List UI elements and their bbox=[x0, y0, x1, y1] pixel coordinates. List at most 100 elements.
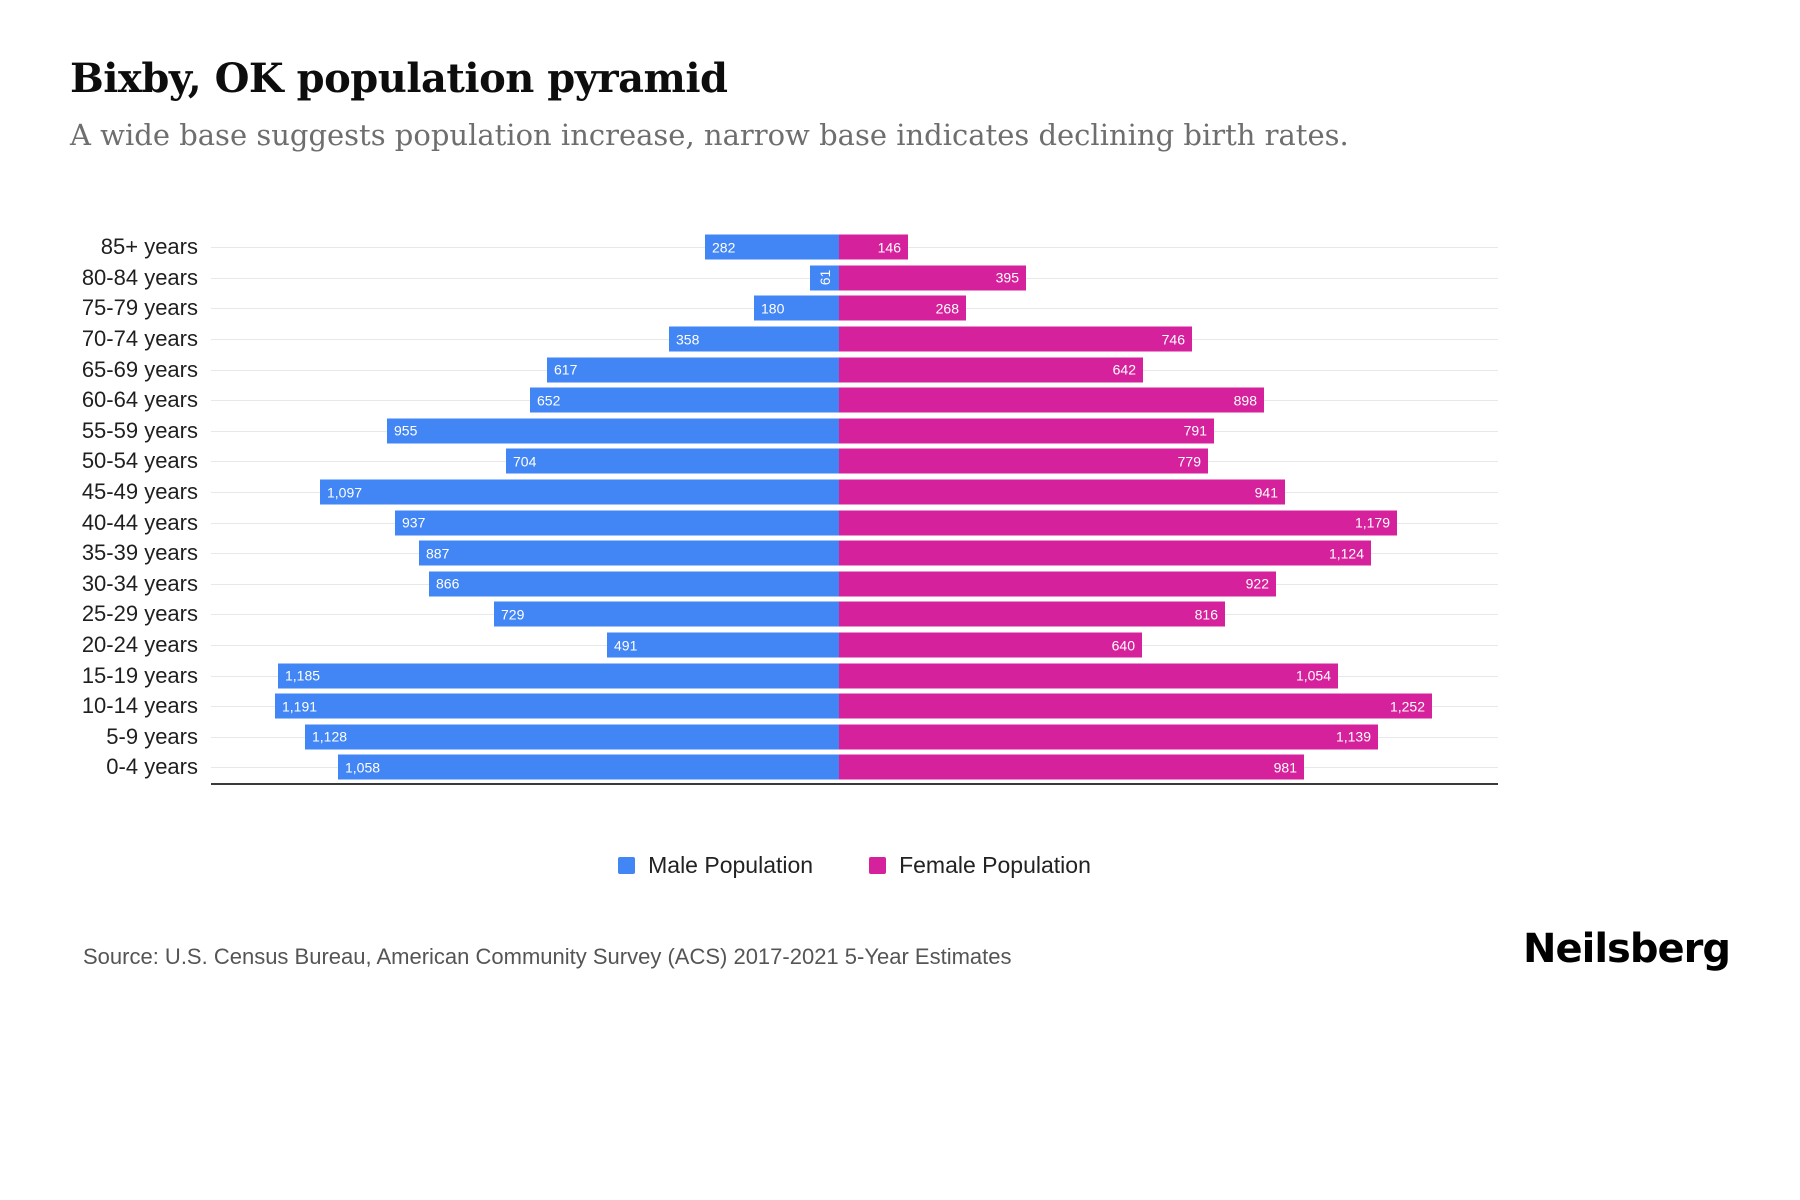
male-bar-value-label: 1,058 bbox=[345, 759, 381, 776]
row-plot-area: 180 268 bbox=[211, 293, 1498, 324]
male-bar-value-label: 652 bbox=[537, 392, 561, 409]
male-bar: 652 bbox=[530, 387, 839, 413]
female-bar-area: 746 bbox=[839, 324, 1498, 355]
male-bar-area: 866 bbox=[211, 569, 839, 600]
pyramid-row: 60-64 years 652 898 bbox=[70, 385, 1498, 416]
row-plot-area: 704 779 bbox=[211, 446, 1498, 477]
male-bar-value-label: 866 bbox=[436, 575, 460, 592]
population-pyramid-chart: 85+ years 282 146 80-84 years 61 395 75-79 yea… bbox=[70, 232, 1498, 785]
age-axis-label: 10-14 years bbox=[81, 693, 198, 719]
male-bar-value-label: 937 bbox=[402, 514, 426, 531]
pyramid-row: 55-59 years 955 791 bbox=[70, 416, 1498, 447]
male-bar: 1,128 bbox=[305, 724, 839, 750]
female-bar-value-label: 898 bbox=[1233, 392, 1257, 409]
female-legend-swatch-icon bbox=[869, 857, 887, 874]
male-bar-value-label: 1,097 bbox=[327, 484, 363, 501]
male-bar: 1,058 bbox=[338, 754, 839, 780]
female-bar-area: 898 bbox=[839, 385, 1498, 416]
age-axis-label: 20-24 years bbox=[81, 632, 198, 658]
male-bar-value-label: 887 bbox=[426, 545, 450, 562]
male-bar-area: 652 bbox=[211, 385, 839, 416]
female-bar: 1,252 bbox=[839, 693, 1432, 719]
page-title: Bixby, OK population pyramid bbox=[70, 55, 728, 102]
age-axis-label: 25-29 years bbox=[81, 601, 198, 627]
male-bar-value-label: 180 bbox=[761, 300, 785, 317]
female-bar-area: 395 bbox=[839, 263, 1498, 294]
pyramid-row: 80-84 years 61 395 bbox=[70, 263, 1498, 294]
male-bar-value-label: 61 bbox=[816, 270, 833, 286]
female-bar: 981 bbox=[839, 754, 1304, 780]
female-legend-label: Female Population bbox=[899, 852, 1091, 878]
female-bar: 898 bbox=[839, 387, 1264, 413]
male-bar-value-label: 617 bbox=[554, 361, 578, 378]
male-bar-area: 1,128 bbox=[211, 722, 839, 753]
pyramid-row: 35-39 years 887 1,124 bbox=[70, 538, 1498, 569]
pyramid-rows: 85+ years 282 146 80-84 years 61 395 75-79 yea… bbox=[70, 232, 1498, 783]
female-bar: 268 bbox=[839, 295, 966, 321]
male-bar-area: 61 bbox=[211, 263, 839, 294]
age-axis-label: 80-84 years bbox=[81, 264, 198, 290]
female-bar-area: 1,179 bbox=[839, 507, 1498, 538]
female-bar-area: 922 bbox=[839, 569, 1498, 600]
male-bar: 704 bbox=[506, 448, 839, 474]
female-bar-value-label: 395 bbox=[995, 269, 1019, 286]
age-axis-label: 15-19 years bbox=[81, 662, 198, 688]
female-bar: 779 bbox=[839, 448, 1208, 474]
female-bar-area: 791 bbox=[839, 416, 1498, 447]
male-bar: 61 bbox=[810, 265, 839, 291]
male-bar-area: 491 bbox=[211, 630, 839, 661]
female-bar-value-label: 268 bbox=[935, 300, 959, 317]
male-bar-area: 729 bbox=[211, 599, 839, 630]
male-bar-area: 937 bbox=[211, 507, 839, 538]
male-bar: 358 bbox=[669, 326, 839, 352]
row-plot-area: 1,128 1,139 bbox=[211, 722, 1498, 753]
row-plot-area: 1,191 1,252 bbox=[211, 691, 1498, 722]
male-bar-value-label: 1,191 bbox=[282, 698, 318, 715]
male-bar: 887 bbox=[419, 540, 839, 566]
female-bar-value-label: 1,139 bbox=[1335, 728, 1371, 745]
male-bar-area: 704 bbox=[211, 446, 839, 477]
pyramid-row: 25-29 years 729 816 bbox=[70, 599, 1498, 630]
male-bar: 617 bbox=[547, 357, 839, 383]
age-axis-label: 50-54 years bbox=[81, 448, 198, 474]
male-bar: 729 bbox=[494, 601, 839, 627]
row-plot-area: 358 746 bbox=[211, 324, 1498, 355]
female-bar-value-label: 779 bbox=[1177, 453, 1201, 470]
male-bar-area: 955 bbox=[211, 416, 839, 447]
male-bar-value-label: 704 bbox=[513, 453, 537, 470]
male-bar: 282 bbox=[705, 234, 839, 260]
female-bar-area: 779 bbox=[839, 446, 1498, 477]
age-axis-label: 45-49 years bbox=[81, 479, 198, 505]
female-bar: 1,139 bbox=[839, 724, 1378, 750]
female-bar: 395 bbox=[839, 265, 1026, 291]
male-bar: 866 bbox=[429, 571, 839, 597]
female-bar-value-label: 1,252 bbox=[1389, 698, 1425, 715]
row-plot-area: 1,097 941 bbox=[211, 477, 1498, 508]
male-bar-area: 1,185 bbox=[211, 660, 839, 691]
male-bar-area: 617 bbox=[211, 354, 839, 385]
male-bar-value-label: 955 bbox=[394, 422, 418, 439]
pyramid-row: 75-79 years 180 268 bbox=[70, 293, 1498, 324]
row-plot-area: 491 640 bbox=[211, 630, 1498, 661]
legend-item-female: Female Population bbox=[869, 852, 1091, 879]
pyramid-row: 10-14 years 1,191 1,252 bbox=[70, 691, 1498, 722]
pyramid-row: 50-54 years 704 779 bbox=[70, 446, 1498, 477]
age-axis-label: 65-69 years bbox=[81, 356, 198, 382]
male-bar: 1,185 bbox=[278, 663, 839, 689]
male-bar: 955 bbox=[387, 418, 839, 444]
pyramid-row: 70-74 years 358 746 bbox=[70, 324, 1498, 355]
male-bar-value-label: 1,128 bbox=[312, 728, 348, 745]
age-axis-label: 85+ years bbox=[100, 234, 198, 260]
row-plot-area: 955 791 bbox=[211, 416, 1498, 447]
female-bar: 1,124 bbox=[839, 540, 1371, 566]
male-bar: 180 bbox=[754, 295, 839, 321]
pyramid-row: 30-34 years 866 922 bbox=[70, 569, 1498, 600]
female-bar-area: 941 bbox=[839, 477, 1498, 508]
pyramid-row: 0-4 years 1,058 981 bbox=[70, 752, 1498, 783]
female-bar: 1,054 bbox=[839, 663, 1338, 689]
male-bar-value-label: 358 bbox=[676, 331, 700, 348]
female-bar: 791 bbox=[839, 418, 1214, 444]
male-bar-area: 1,058 bbox=[211, 752, 839, 783]
x-axis-baseline bbox=[211, 782, 1498, 785]
male-bar-value-label: 491 bbox=[614, 637, 638, 654]
